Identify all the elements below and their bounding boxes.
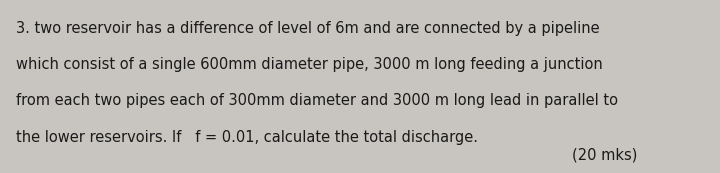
Text: the lower reservoirs. If   f = 0.01, calculate the total discharge.: the lower reservoirs. If f = 0.01, calcu… — [16, 130, 478, 145]
Text: which consist of a single 600mm diameter pipe, 3000 m long feeding a junction: which consist of a single 600mm diameter… — [16, 57, 603, 72]
Text: from each two pipes each of 300mm diameter and 3000 m long lead in parallel to: from each two pipes each of 300mm diamet… — [16, 93, 618, 108]
Text: (20 mks): (20 mks) — [572, 148, 637, 163]
Text: 3. two reservoir has a difference of level of 6m and are connected by a pipeline: 3. two reservoir has a difference of lev… — [16, 21, 600, 36]
